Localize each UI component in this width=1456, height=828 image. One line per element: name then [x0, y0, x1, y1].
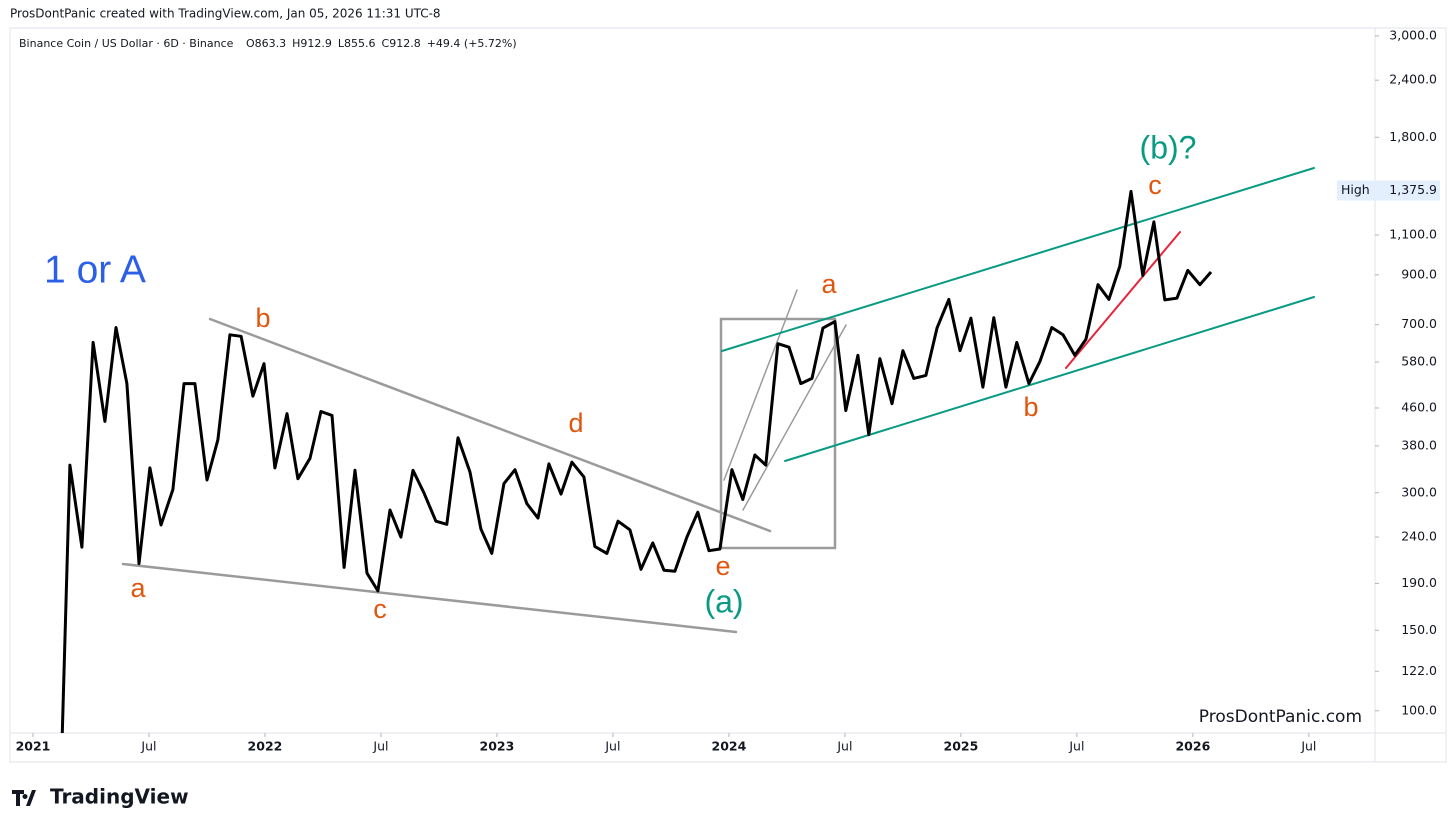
x-tick-label: 2025: [944, 739, 979, 754]
x-tick-label: 2024: [712, 739, 747, 754]
x-tick-label: Jul: [1068, 739, 1084, 754]
trendline: [121, 562, 738, 634]
x-tick-label: Jul: [140, 739, 156, 754]
wave-label: 1 or A: [44, 248, 146, 291]
high-value: 1,375.9: [1389, 182, 1437, 197]
y-tick-label: 1,800.0: [1389, 129, 1437, 144]
y-tick-label: 1,100.0: [1389, 226, 1437, 241]
drawings: [121, 167, 1315, 634]
y-tick-label: 300.0: [1401, 484, 1437, 499]
y-tick-label: 150.0: [1401, 622, 1437, 637]
y-tick-label: 380.0: [1401, 437, 1437, 452]
x-tick-label: 2022: [248, 739, 283, 754]
y-tick-label: 122.0: [1401, 663, 1437, 678]
box: [719, 317, 837, 550]
channel-line: [721, 167, 1315, 352]
y-tick-label: 2,400.0: [1389, 72, 1437, 87]
x-tick-label: Jul: [372, 739, 388, 754]
watermark: ProsDontPanic.com: [1199, 707, 1362, 727]
high-label-bg: [1337, 180, 1380, 201]
price-line-layer: [60, 189, 1213, 733]
ohlc: O863.3 H912.9 L855.6 C912.8 +49.4 (+5.72%): [246, 37, 517, 50]
ohlc-value: +49.4 (+5.72%): [427, 37, 517, 50]
symbol: Binance Coin / US Dollar · 6D · Binance: [19, 37, 234, 50]
chart-frame: [9, 27, 1447, 763]
wave-label: d: [568, 408, 583, 438]
high-label: High: [1341, 182, 1370, 197]
brand: TradingView: [50, 785, 189, 809]
ohlc-value: L855.6: [338, 37, 376, 50]
wave-label: c: [373, 594, 387, 624]
wave-label: b: [1023, 392, 1038, 422]
y-tick-label: 240.0: [1401, 529, 1437, 544]
y-tick-label: 3,000.0: [1389, 27, 1437, 42]
ohlc-value: C912.8: [382, 37, 421, 50]
y-tick-label: 460.0: [1401, 399, 1437, 414]
wave-label: a: [821, 269, 837, 299]
ohlc-value: H912.9: [292, 37, 332, 50]
wave-label: e: [715, 551, 730, 581]
y-tick-label: 900.0: [1401, 266, 1437, 281]
wave-label: (b)?: [1140, 129, 1197, 165]
wave-label: (a): [704, 583, 743, 619]
x-tick-label: 2023: [480, 739, 515, 754]
price-line: [60, 189, 1213, 733]
trendline: [208, 317, 772, 533]
tradingview-logo: TradingView: [12, 785, 189, 809]
x-tick-label: 2026: [1175, 739, 1210, 754]
y-tick-label: 190.0: [1401, 575, 1437, 590]
x-tick-label: Jul: [836, 739, 852, 754]
trendline: [723, 289, 798, 481]
wave-label: c: [1148, 170, 1162, 200]
logo-icon: [12, 790, 36, 806]
high-value-bg: [1380, 180, 1440, 201]
y-tick-label: 700.0: [1401, 316, 1437, 331]
y-tick-label: 100.0: [1401, 702, 1437, 717]
x-tick-label: 2021: [16, 739, 51, 754]
trendline: [1065, 231, 1181, 369]
ohlc-value: O863.3: [246, 37, 286, 50]
wave-label: a: [130, 573, 146, 603]
y-tick-label: 580.0: [1401, 353, 1437, 368]
trendline: [742, 324, 847, 511]
channel-line: [784, 296, 1315, 462]
credit: ProsDontPanic created with TradingView.c…: [10, 7, 441, 21]
x-tick-label: Jul: [604, 739, 620, 754]
wave-label: b: [255, 303, 270, 333]
x-tick-label: Jul: [1300, 739, 1316, 754]
